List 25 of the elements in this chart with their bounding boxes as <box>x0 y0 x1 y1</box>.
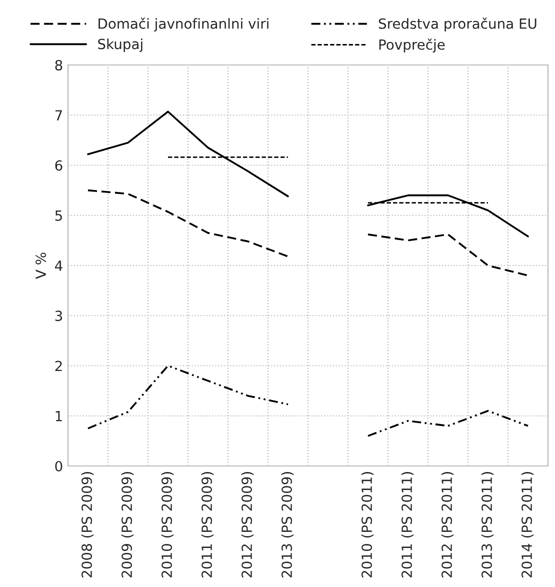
y-tick-label: 6 <box>55 160 62 171</box>
y-tick-label: 8 <box>55 60 62 70</box>
y-tick-label: 0 <box>55 460 62 472</box>
x-tick-label: 2009 (PS 2009) <box>121 472 134 578</box>
y-tick-label: 1 <box>56 411 62 422</box>
x-tick-label: 2012 (PS 2009) <box>241 472 254 578</box>
x-tick-label: 2011 (PS 2011) <box>401 472 414 578</box>
y-tick-label: 4 <box>54 260 62 271</box>
y-tick-label: 7 <box>55 110 62 120</box>
x-tick-label: 2010 (PS 2009) <box>161 472 174 578</box>
x-tick-label: 2010 (PS 2011) <box>361 472 374 578</box>
legend-label: Sredstva proračuna EU <box>378 18 536 32</box>
x-tick-label: 2013 (PS 2011) <box>481 472 494 578</box>
legend-label: Povprečje <box>379 38 445 52</box>
legend-label: Domači javnofinanlni viri <box>98 18 268 32</box>
y-axis-title: V % <box>36 252 46 279</box>
x-tick-label: 2013 (PS 2009) <box>281 472 294 578</box>
x-tick-label: 2008 (PS 2009) <box>81 472 94 578</box>
legend-label: Skupaj <box>98 38 142 52</box>
y-tick-label: 3 <box>55 310 62 322</box>
y-tick-label: 5 <box>55 210 62 221</box>
x-tick-label: 2014 (PS 2011) <box>521 472 534 578</box>
x-tick-label: 2012 (PS 2011) <box>441 472 454 578</box>
x-tick-label: 2011 (PS 2009) <box>201 472 214 578</box>
y-tick-label: 2 <box>55 360 62 372</box>
